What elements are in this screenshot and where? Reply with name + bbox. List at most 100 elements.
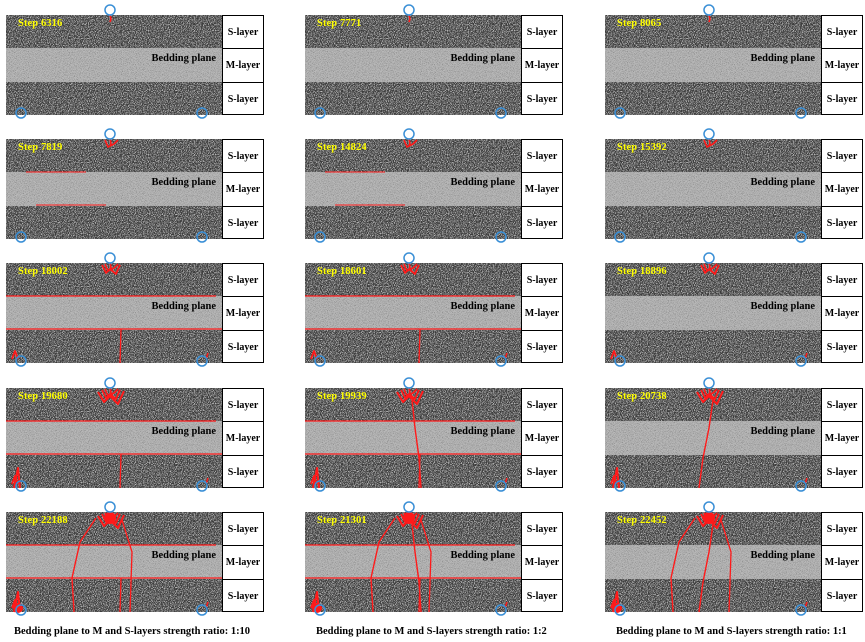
top-loading-point: [703, 501, 715, 513]
crack: [403, 139, 418, 148]
left-support-point: [15, 355, 27, 367]
m-layer-band: [305, 172, 521, 206]
crack: [396, 390, 424, 405]
specimen-model: [6, 128, 222, 243]
top-loading-point: [703, 252, 715, 264]
m-layer-label: M-layer: [223, 49, 263, 83]
s-layer-label: S-layer: [822, 16, 862, 49]
right-support-point: [795, 355, 807, 367]
simulation-panel: Step 19680 Bedding plane S-layer M-layer S-l…: [6, 377, 264, 492]
m-layer-band: [6, 48, 222, 82]
lower-s-layer-band: [305, 330, 521, 363]
vertical-crack: [121, 519, 133, 613]
vertical-crack: [418, 328, 421, 364]
specimen-model: [6, 501, 222, 616]
layer-legend: S-layer M-layer S-layer: [821, 263, 863, 363]
s-layer-label: S-layer: [826, 342, 858, 353]
caption-ratio-1-1: Bedding plane to M and S-layers strength…: [616, 626, 847, 637]
crack: [700, 389, 720, 400]
right-support-point: [495, 480, 507, 492]
vertical-crack: [119, 577, 122, 613]
s-layer-label: S-layer: [822, 140, 862, 173]
right-support-point: [196, 107, 208, 119]
specimen-model: [305, 4, 521, 119]
vertical-crack: [71, 517, 97, 613]
top-loading-point: [403, 4, 415, 16]
top-loading-point: [104, 501, 116, 513]
m-layer-band: [605, 421, 821, 455]
m-layer-label: M-layer: [522, 546, 562, 580]
left-support-point: [15, 480, 27, 492]
left-support-point: [614, 604, 626, 616]
bedding-plane-label: Bedding plane: [151, 426, 216, 437]
layer-legend: S-layer M-layer S-layer: [521, 388, 563, 488]
m-layer-label: M-layer: [822, 173, 862, 207]
bedding-plane-label: Bedding plane: [450, 426, 515, 437]
simulation-panel: Step 20738 Bedding plane S-layer M-layer S-l…: [605, 377, 863, 492]
crack: [11, 350, 19, 360]
m-layer-label: M-layer: [223, 546, 263, 580]
crack: [104, 139, 119, 148]
simulation-panel: Step 14824 Bedding plane S-layer M-layer S-l…: [305, 128, 563, 243]
right-support-point: [196, 480, 208, 492]
right-support-point: [196, 355, 208, 367]
s-layer-label: S-layer: [522, 16, 562, 49]
s-layer-label: S-layer: [526, 94, 558, 105]
simulation-panel: Step 18896 Bedding plane S-layer M-layer S-l…: [605, 252, 863, 367]
m-layer-label: M-layer: [522, 297, 562, 331]
m-layer-band: [6, 421, 222, 455]
step-label: Step 18896: [617, 266, 667, 277]
specimen-model: [305, 252, 521, 367]
step-label: Step 19680: [18, 391, 68, 402]
right-support-point: [795, 231, 807, 243]
simulation-panel: Step 22188 Bedding plane S-layer M-layer S-l…: [6, 501, 264, 616]
lower-s-layer-band: [6, 82, 222, 115]
crack: [700, 264, 720, 275]
simulation-panel: Step 18601 Bedding plane S-layer M-layer S-l…: [305, 252, 563, 367]
m-layer-label: M-layer: [822, 297, 862, 331]
m-layer-label: M-layer: [522, 173, 562, 207]
step-label: Step 14824: [317, 142, 367, 153]
m-layer-band: [6, 545, 222, 579]
crack: [400, 264, 420, 275]
bedding-plane-label: Bedding plane: [750, 550, 815, 561]
right-support-point: [495, 604, 507, 616]
s-layer-label: S-layer: [223, 16, 263, 49]
crack-cluster: [403, 512, 415, 524]
specimen-model: [605, 128, 821, 243]
bedding-plane-label: Bedding plane: [151, 301, 216, 312]
crack: [703, 139, 718, 148]
s-layer-label: S-layer: [526, 591, 558, 602]
crack: [11, 475, 19, 485]
step-label: Step 8065: [617, 18, 662, 29]
top-loading-point: [104, 377, 116, 389]
top-loading-point: [104, 128, 116, 140]
left-support-point: [15, 604, 27, 616]
s-layer-label: S-layer: [227, 467, 259, 478]
s-layer-label: S-layer: [822, 264, 862, 297]
left-support-point: [314, 107, 326, 119]
layer-legend: S-layer M-layer S-layer: [222, 139, 264, 239]
layer-legend: S-layer M-layer S-layer: [222, 263, 264, 363]
crack: [97, 390, 125, 405]
s-layer-label: S-layer: [227, 591, 259, 602]
m-layer-band: [305, 296, 521, 330]
top-loading-point: [403, 501, 415, 513]
crack: [101, 389, 121, 400]
upper-s-layer-band: [305, 15, 521, 48]
bedding-plane-label: Bedding plane: [151, 53, 216, 64]
simulation-panel: Step 21301 Bedding plane S-layer M-layer S-l…: [305, 501, 563, 616]
s-layer-label: S-layer: [223, 389, 263, 422]
lower-s-layer-band: [6, 455, 222, 488]
right-support-point: [795, 480, 807, 492]
specimen-model: [6, 377, 222, 492]
simulation-panel: Step 8065 Bedding plane S-layer M-layer S-la…: [605, 4, 863, 119]
crack: [696, 390, 724, 405]
layer-legend: S-layer M-layer S-layer: [222, 15, 264, 115]
s-layer-label: S-layer: [227, 94, 259, 105]
bedding-plane-label: Bedding plane: [450, 177, 515, 188]
step-label: Step 6316: [18, 18, 63, 29]
right-support-point: [795, 604, 807, 616]
m-layer-band: [6, 172, 222, 206]
